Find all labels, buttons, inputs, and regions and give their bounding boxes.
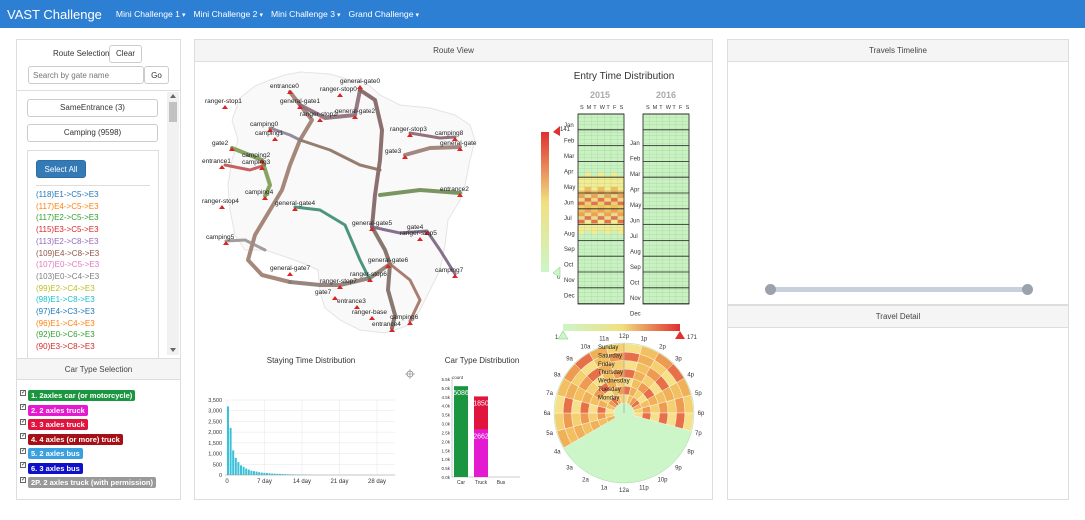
timeline-slider-track[interactable]	[770, 287, 1027, 292]
route-items: (118)E1->C5->E3 (117)E4->C5->E3 (117)E2->C…	[28, 189, 158, 353]
route-view-title: Route View	[195, 40, 712, 62]
route-item[interactable]: (90)E3->C8->E3	[36, 342, 95, 352]
menu-label: Mini Challenge 1	[115, 9, 180, 19]
route-item[interactable]: (103)E0->C4->E3	[36, 271, 100, 281]
timeline-title-text: Travels Timeline	[869, 46, 927, 55]
menu-mini-challenge-3[interactable]: Mini Challenge 3 ▾	[271, 9, 341, 19]
car-type-item[interactable]: ✓ 4. 4 axles (or more) truck	[20, 433, 123, 445]
checkbox-checked-icon[interactable]: ✓	[20, 418, 27, 425]
car-type-label: 3. 3 axles truck	[28, 419, 88, 430]
scroll-down-icon[interactable]	[170, 348, 176, 352]
route-item[interactable]: (97)E4->C3->E3	[36, 307, 95, 317]
route-view-panel: Route View	[194, 39, 713, 500]
car-type-item[interactable]: ✓ 2P. 2 axles truck (with permission)	[20, 476, 156, 488]
list-divider	[36, 185, 150, 186]
divider	[17, 90, 180, 91]
travel-detail-title-text: Travel Detail	[875, 312, 921, 321]
car-type-title-text: Car Type Selection	[64, 365, 133, 374]
menu-mini-challenge-1[interactable]: Mini Challenge 1 ▾	[116, 9, 186, 19]
route-item[interactable]: (109)E4->C8->E3	[36, 248, 100, 258]
car-type-label: 4. 4 axles (or more) truck	[28, 433, 123, 445]
travel-detail-panel: Travel Detail	[727, 305, 1069, 500]
route-item[interactable]: (115)E3->C5->E3	[36, 225, 99, 235]
gate-search-input[interactable]	[28, 66, 144, 84]
route-item[interactable]: (107)E0->C5->E3	[36, 260, 100, 270]
car-type-label: 6. 3 axles bus	[28, 462, 83, 474]
route-item[interactable]: (92)E0->C6->E3	[36, 330, 95, 340]
scroll-thumb[interactable]	[169, 102, 177, 122]
route-item[interactable]: (117)E4->C5->E3	[36, 201, 99, 211]
menu-label: Mini Challenge 2	[193, 9, 258, 19]
navbar: VAST Challenge Mini Challenge 1 ▾ Mini Ch…	[0, 0, 1085, 28]
menu-label: Mini Challenge 3	[270, 9, 335, 19]
car-type-label: 1. 2axles car (or motorcycle)	[28, 390, 136, 401]
route-selection-title: Route Selection	[53, 49, 110, 58]
car-type-label: 2P. 2 axles truck (with permission)	[28, 477, 156, 488]
route-item[interactable]: (118)E1->C5->E3	[36, 190, 99, 199]
timeline-slider-handle-right[interactable]	[1022, 284, 1033, 295]
caret-down-icon: ▾	[259, 12, 263, 19]
car-type-label: 2. 2 axles truck	[28, 404, 88, 416]
select-all-button[interactable]: Select All	[36, 160, 86, 178]
clear-button[interactable]: Clear	[109, 45, 142, 63]
route-group-sameentrance[interactable]: SameEntrance (3)	[27, 99, 158, 117]
checkbox-checked-icon[interactable]: ✓	[20, 389, 27, 396]
route-item[interactable]: (113)E2->C8->E3	[36, 236, 99, 246]
car-type-item[interactable]: ✓ 2. 2 axles truck	[20, 404, 88, 416]
car-type-item[interactable]: ✓ 6. 3 axles bus	[20, 462, 83, 474]
checkbox-checked-icon[interactable]: ✓	[20, 433, 27, 439]
timeline-slider-handle-left[interactable]	[765, 284, 776, 295]
route-list-scrollbar[interactable]	[167, 92, 179, 355]
route-list: Select All (118)E1->C5->E3 (117)E4->C5->E…	[27, 150, 159, 360]
car-type-item[interactable]: ✓ 1. 2axles car (or motorcycle)	[20, 389, 136, 401]
route-group-camping[interactable]: Camping (9598)	[27, 124, 158, 142]
caret-down-icon: ▾	[181, 12, 186, 19]
checkbox-checked-icon[interactable]: ✓	[20, 404, 27, 410]
brand[interactable]: VAST Challenge	[7, 6, 102, 22]
car-type-item[interactable]: ✓ 5. 2 axles bus	[20, 447, 83, 459]
car-type-label: 5. 2 axles bus	[28, 448, 83, 459]
travels-timeline-panel: Travels Timeline	[727, 39, 1069, 305]
car-type-item[interactable]: ✓ 3. 3 axles truck	[20, 418, 88, 430]
route-item[interactable]: (117)E2->C5->E3	[36, 213, 99, 223]
checkbox-checked-icon[interactable]: ✓	[20, 476, 27, 483]
car-type-selection-title: Car Type Selection	[17, 358, 180, 380]
travels-timeline-title: Travels Timeline	[728, 40, 1068, 62]
go-button[interactable]: Go	[144, 66, 169, 84]
route-view-title-text: Route View	[433, 46, 474, 55]
menu-label: Grand Challenge	[348, 9, 414, 19]
caret-down-icon: ▾	[337, 12, 341, 19]
menu-mini-challenge-2[interactable]: Mini Challenge 2 ▾	[193, 9, 263, 19]
menu-grand-challenge[interactable]: Grand Challenge ▾	[349, 9, 420, 19]
route-item[interactable]: (96)E1->C4->E3	[36, 318, 95, 328]
route-item[interactable]: (98)E1->C8->E3	[36, 295, 95, 305]
caret-down-icon: ▾	[415, 12, 420, 19]
route-item[interactable]: (99)E2->C4->E3	[36, 283, 95, 293]
scroll-up-icon[interactable]	[170, 94, 176, 98]
checkbox-checked-icon[interactable]: ✓	[20, 462, 27, 468]
checkbox-checked-icon[interactable]: ✓	[20, 447, 27, 454]
travel-detail-title: Travel Detail	[728, 306, 1068, 328]
